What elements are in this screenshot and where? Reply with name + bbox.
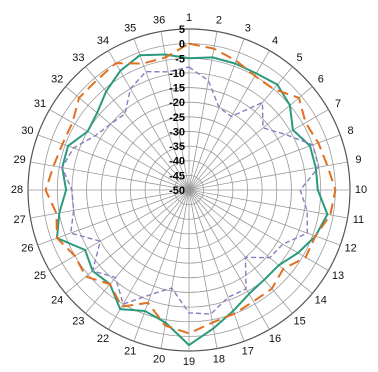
spoke-label: 32 bbox=[51, 73, 63, 85]
grid-spoke bbox=[188, 189, 293, 314]
spoke-label: 1 bbox=[186, 12, 192, 24]
grid-spoke bbox=[108, 189, 190, 330]
radial-tick-label: -40 bbox=[169, 156, 185, 168]
spoke-label: 26 bbox=[21, 243, 33, 255]
spoke-label: 23 bbox=[72, 316, 84, 328]
grid-spoke bbox=[188, 161, 348, 191]
grid-spoke bbox=[188, 189, 245, 342]
spoke-label: 11 bbox=[353, 214, 364, 226]
grid-spoke bbox=[188, 189, 313, 294]
spoke-label: 28 bbox=[11, 184, 23, 196]
spoke-label: 33 bbox=[72, 52, 84, 64]
spoke-label: 14 bbox=[315, 295, 327, 307]
spoke-label: 4 bbox=[272, 35, 278, 47]
radial-tick-label: -10 bbox=[169, 68, 185, 80]
spoke-label: 21 bbox=[124, 346, 136, 358]
grid-spoke bbox=[188, 189, 348, 219]
grid-spoke bbox=[133, 38, 190, 191]
radial-tick-label: 0 bbox=[179, 39, 185, 51]
radar-grid bbox=[27, 28, 351, 352]
spoke-label: 24 bbox=[51, 295, 63, 307]
radial-tick-label: -15 bbox=[169, 83, 185, 95]
spoke-label: 19 bbox=[183, 356, 195, 368]
series-line-3 bbox=[61, 66, 320, 315]
spoke-label: 22 bbox=[97, 333, 109, 345]
grid-spoke bbox=[188, 189, 270, 330]
spoke-label: 34 bbox=[97, 35, 109, 47]
grid-spoke bbox=[188, 66, 293, 191]
spoke-label: 27 bbox=[13, 214, 25, 226]
spoke-label: 20 bbox=[153, 353, 165, 365]
radial-tick-label: -30 bbox=[169, 127, 185, 139]
spoke-label: 5 bbox=[297, 52, 303, 64]
grid-spoke bbox=[108, 50, 190, 191]
spoke-label: 35 bbox=[124, 22, 136, 34]
spoke-label: 8 bbox=[348, 125, 354, 137]
radial-tick-label: -20 bbox=[169, 97, 185, 109]
spoke-label: 6 bbox=[318, 73, 324, 85]
grid-spoke bbox=[188, 86, 313, 191]
grid-spoke bbox=[188, 134, 341, 191]
spoke-label: 10 bbox=[355, 184, 367, 196]
spoke-label: 16 bbox=[269, 333, 281, 345]
spoke-label: 7 bbox=[335, 98, 341, 110]
grid-spoke bbox=[85, 189, 190, 314]
grid-spoke bbox=[49, 109, 190, 191]
grid-spoke bbox=[188, 109, 329, 191]
spoke-label: 36 bbox=[153, 15, 165, 27]
radial-tick-label: 5 bbox=[179, 24, 185, 36]
grid-spoke bbox=[30, 189, 190, 219]
spoke-label: 29 bbox=[13, 154, 25, 166]
spoke-label: 9 bbox=[355, 154, 361, 166]
spoke-label: 18 bbox=[213, 353, 225, 365]
spoke-label: 3 bbox=[245, 22, 251, 34]
spoke-label: 17 bbox=[242, 346, 254, 358]
radial-tick-label: -5 bbox=[175, 53, 185, 65]
spoke-label: 15 bbox=[293, 316, 305, 328]
spoke-label: 2 bbox=[216, 15, 222, 27]
spoke-label: 30 bbox=[21, 125, 33, 137]
radial-tick-label: -45 bbox=[169, 170, 185, 182]
series-line-1 bbox=[56, 53, 329, 347]
spoke-labels: 1 234567891011121314151617181920212223242… bbox=[11, 12, 367, 368]
spoke-label: 12 bbox=[344, 243, 356, 255]
radial-tick-label: -50 bbox=[169, 185, 185, 197]
grid-spoke bbox=[133, 189, 190, 342]
radial-tick-label: -25 bbox=[169, 112, 185, 124]
grid-spoke bbox=[49, 189, 190, 271]
spoke-label: 13 bbox=[332, 270, 344, 282]
spoke-label: 25 bbox=[34, 270, 46, 282]
radar-series bbox=[44, 42, 337, 347]
grid-spoke bbox=[65, 86, 190, 191]
spoke-label: 31 bbox=[34, 98, 46, 110]
grid-spoke bbox=[37, 189, 190, 246]
radial-axis-labels: 5 0 -5 -10 -15 -20 -25 -30 -35 -40 -45 -50 bbox=[169, 24, 185, 197]
radial-tick-label: -35 bbox=[169, 141, 185, 153]
grid-spoke bbox=[30, 161, 190, 191]
grid-spoke bbox=[85, 66, 190, 191]
